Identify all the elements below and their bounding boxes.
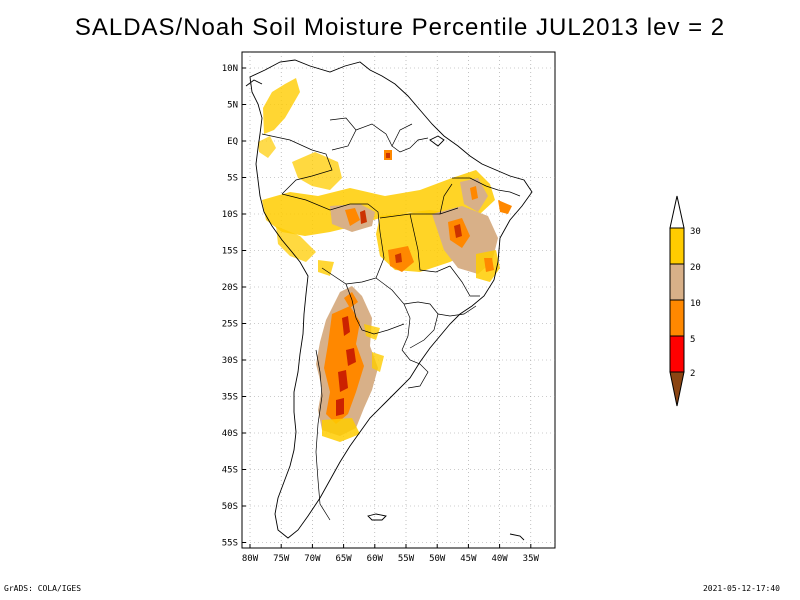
map-title: SALDAS/Noah Soil Moisture Percentile JUL… [74,14,726,41]
lat-label: 30S [222,356,238,366]
lon-label: 45W [460,554,477,564]
lat-label: 45S [222,466,238,476]
lon-label: 70W [304,554,321,564]
grads-credit: GrADS: COLA/IGES [4,584,82,593]
lat-label: 10N [222,64,238,74]
legend-label-10: 10 [690,299,701,309]
legend-label-2: 2 [690,369,695,379]
lat-label: 5N [227,101,238,111]
lat-label: 50S [222,502,238,512]
map-frame [241,51,556,549]
lat-label: 5S [227,174,238,184]
lon-label: 80W [242,554,259,564]
longitude-labels: 80W 75W 70W 65W 60W 55W 50W 45W 40W 35W [242,544,540,564]
legend-bottom-arrow [669,371,685,407]
legend-top-arrow [669,195,685,229]
legend-label-5: 5 [690,335,695,345]
legend-swatch-2-5 [669,335,685,373]
lon-label: 60W [367,554,384,564]
legend-label-20: 20 [690,263,701,273]
legend-label-30: 30 [690,227,701,237]
lat-label: 15S [222,247,238,257]
lat-label: EQ [227,137,238,147]
coastlines [245,59,533,541]
percentile-shading [258,78,512,442]
lon-label: 35W [523,554,540,564]
lat-label: 35S [222,393,238,403]
lat-label: 25S [222,320,238,330]
latitude-labels: 10N 5N EQ 5S 10S 15S 20S 25S 30S 35S 40S 45S 50S 55S [222,64,246,549]
lon-label: 65W [335,554,352,564]
legend-swatch-5-10 [669,299,685,337]
lat-label: 55S [222,539,238,549]
lat-label: 20S [222,283,238,293]
lon-label: 75W [273,554,290,564]
colorbar-legend: 30 20 10 5 2 [669,195,701,407]
lon-label: 40W [491,554,508,564]
country-borders [261,117,521,521]
lat-label: 40S [222,429,238,439]
legend-swatch-10-20 [669,263,685,301]
timestamp: 2021-05-12-17:40 [702,584,780,593]
lon-label: 50W [429,554,446,564]
lon-label: 55W [398,554,415,564]
legend-swatch-20-30 [669,227,685,265]
lat-label: 10S [222,210,238,220]
